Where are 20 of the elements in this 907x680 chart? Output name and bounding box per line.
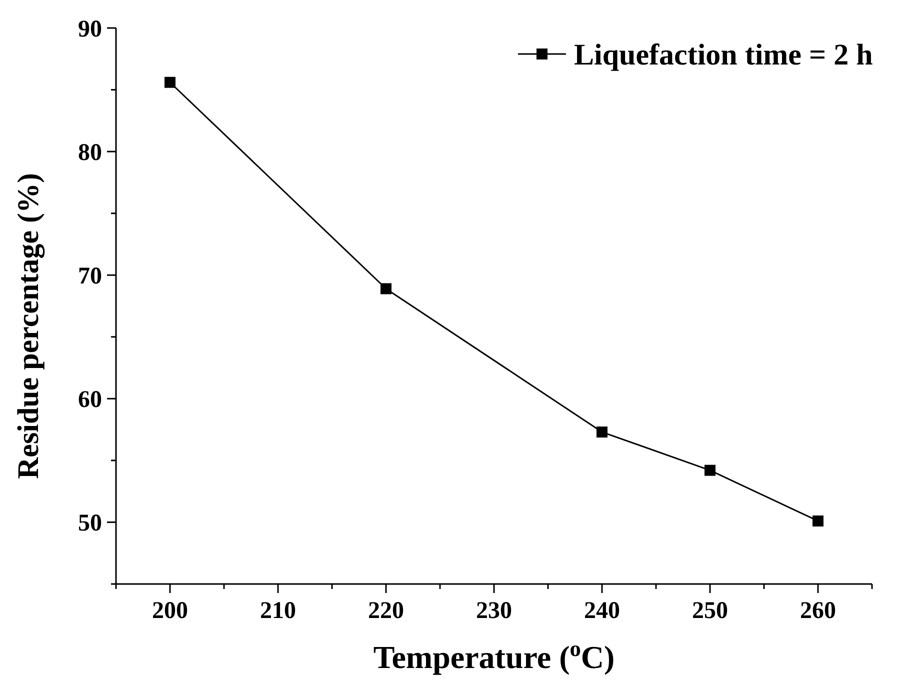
x-tick-label: 230 (476, 598, 512, 624)
y-tick-label: 90 (78, 16, 102, 42)
y-tick-label: 70 (78, 264, 102, 290)
point (812, 515, 824, 526)
point (380, 283, 392, 294)
x-tick-label: 200 (152, 598, 188, 624)
x-tick-label: 240 (584, 598, 620, 624)
legend-label: Liquefaction time = 2 h (574, 38, 874, 72)
x-tick-label: 210 (260, 598, 296, 624)
y-tick-label: 50 (78, 510, 102, 537)
point (164, 76, 176, 88)
y-tick-label: 80 (78, 140, 102, 166)
x-tick-label: 250 (692, 598, 728, 624)
y-tick-label: 60 (78, 387, 102, 414)
y-axis-title: Residue percentage (%) (12, 172, 45, 480)
x-tick-label: 260 (800, 598, 836, 624)
point (704, 464, 716, 476)
x-tick-label: 220 (368, 598, 404, 624)
point (596, 426, 608, 438)
x-axis-title: Temperature ($^{o}$C) (373, 636, 615, 675)
